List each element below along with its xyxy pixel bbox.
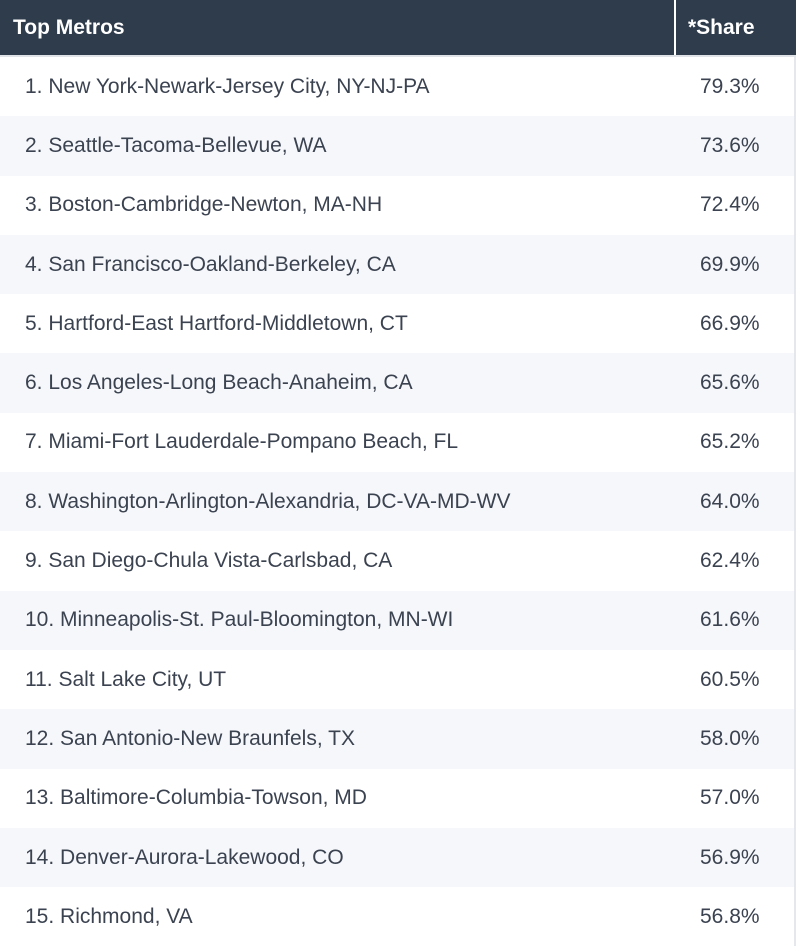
share-value-cell: 73.6% [700, 133, 760, 157]
share-value-cell: 64.0% [700, 489, 760, 513]
table-row: 13. Baltimore-Columbia-Towson, MD 57.0% [0, 768, 794, 828]
table-row: 12. San Antonio-New Braunfels, TX 58.0% [0, 709, 794, 769]
table-body: 1. New York-Newark-Jersey City, NY-NJ-PA… [0, 57, 796, 947]
metro-name-cell: 2. Seattle-Tacoma-Bellevue, WA [25, 133, 327, 157]
share-value-cell: 65.6% [700, 371, 760, 395]
metro-name-cell: 1. New York-Newark-Jersey City, NY-NJ-PA [25, 74, 430, 98]
share-value-cell: 56.8% [700, 904, 760, 928]
share-value-cell: 60.5% [700, 667, 760, 691]
table-row: 6. Los Angeles-Long Beach-Anaheim, CA 65.… [0, 353, 794, 413]
share-value-cell: 62.4% [700, 549, 760, 573]
metro-name-cell: 10. Minneapolis-St. Paul-Bloomington, MN… [25, 608, 454, 632]
metro-name-cell: 5. Hartford-East Hartford-Middletown, CT [25, 311, 408, 335]
metro-name-cell: 11. Salt Lake City, UT [25, 667, 227, 691]
share-value-cell: 65.2% [700, 430, 760, 454]
table-row: 7. Miami-Fort Lauderdale-Pompano Beach, … [0, 412, 794, 473]
metro-name-cell: 8. Washington-Arlington-Alexandria, DC-V… [25, 489, 511, 513]
metro-name-cell: 9. San Diego-Chula Vista-Carlsbad, CA [25, 549, 393, 573]
metro-name-cell: 7. Miami-Fort Lauderdale-Pompano Beach, … [25, 430, 459, 454]
share-value-cell: 58.0% [700, 726, 760, 750]
column-header-share[interactable]: *Share [688, 15, 755, 39]
table-row: 11. Salt Lake City, UT 60.5% [0, 649, 794, 710]
metro-name-cell: 14. Denver-Aurora-Lakewood, CO [25, 845, 344, 869]
share-value-cell: 72.4% [700, 193, 760, 217]
metro-name-cell: 13. Baltimore-Columbia-Towson, MD [25, 786, 367, 810]
table-row: 9. San Diego-Chula Vista-Carlsbad, CA 62.… [0, 531, 794, 591]
share-value-cell: 57.0% [700, 786, 760, 810]
share-value-cell: 61.6% [700, 608, 760, 632]
table-row: 2. Seattle-Tacoma-Bellevue, WA 73.6% [0, 116, 794, 176]
table-row: 14. Denver-Aurora-Lakewood, CO 56.9% [0, 827, 794, 888]
metro-name-cell: 3. Boston-Cambridge-Newton, MA-NH [25, 193, 383, 217]
table-row: 15. Richmond, VA 56.8% [0, 887, 794, 947]
metro-name-cell: 4. San Francisco-Oakland-Berkeley, CA [25, 252, 396, 276]
share-value-cell: 69.9% [700, 252, 760, 276]
table-header: Top Metros *Share [0, 0, 796, 57]
share-value-cell: 56.9% [700, 845, 760, 869]
share-value-cell: 66.9% [700, 311, 760, 335]
table-row: 3. Boston-Cambridge-Newton, MA-NH 72.4% [0, 175, 794, 235]
table-row: 5. Hartford-East Hartford-Middletown, CT… [0, 294, 794, 354]
column-header-top-metros[interactable]: Top Metros [0, 0, 676, 55]
metro-name-cell: 15. Richmond, VA [25, 904, 193, 928]
share-value-cell: 79.3% [700, 74, 760, 98]
metro-name-cell: 6. Los Angeles-Long Beach-Anaheim, CA [25, 371, 413, 395]
table-row: 1. New York-Newark-Jersey City, NY-NJ-PA… [0, 57, 794, 117]
table-row: 4. San Francisco-Oakland-Berkeley, CA 69.… [0, 234, 794, 295]
table-row: 10. Minneapolis-St. Paul-Bloomington, MN… [0, 590, 794, 650]
table-row: 8. Washington-Arlington-Alexandria, DC-V… [0, 472, 794, 532]
metro-name-cell: 12. San Antonio-New Braunfels, TX [25, 726, 355, 750]
